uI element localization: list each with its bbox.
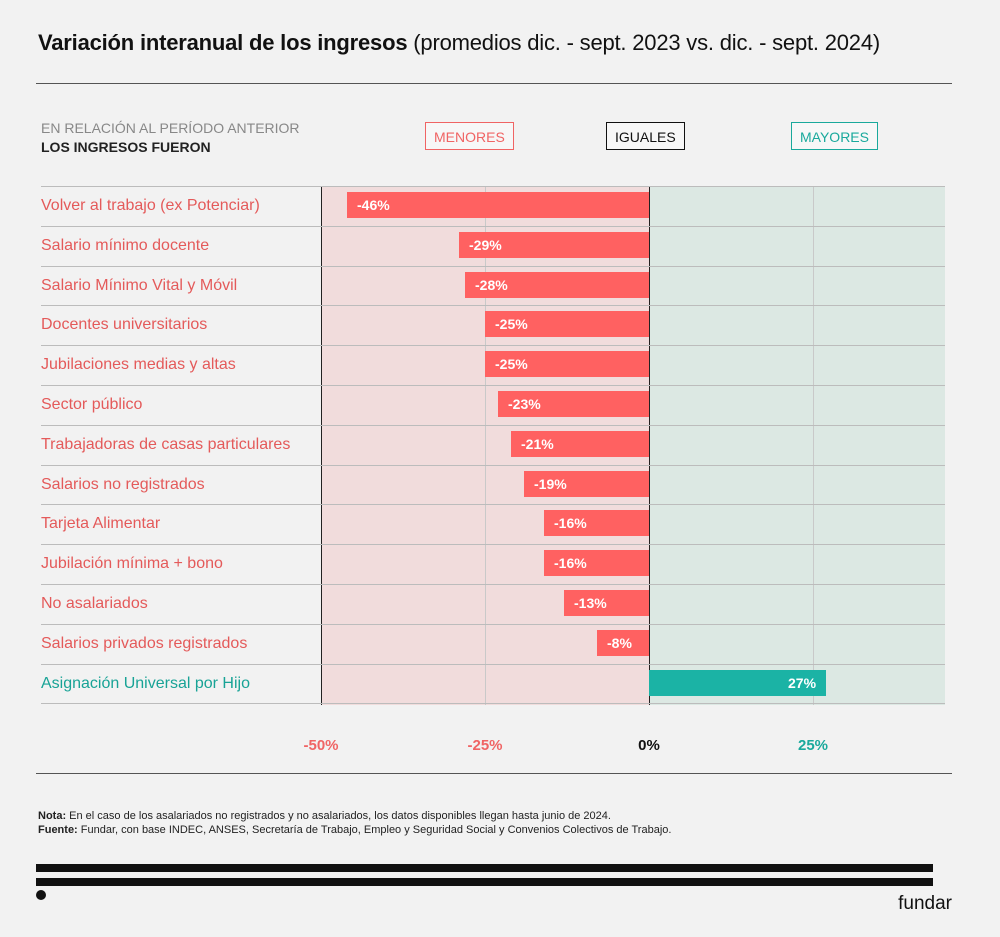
tick-label: -50%: [303, 737, 339, 754]
data-label: 27%: [788, 675, 817, 691]
row-divider: [41, 186, 945, 187]
note-fuente: Fuente: Fundar, con base INDEC, ANSES, S…: [38, 824, 671, 836]
gridline-neg50: [321, 186, 322, 705]
gridline-0: [649, 186, 650, 705]
note-nota-text: En el caso de los asalariados no registr…: [66, 810, 611, 822]
data-label: -29%: [469, 237, 502, 253]
legend-mayores: MAYORES: [791, 122, 878, 150]
bar: [544, 510, 649, 536]
bar: [347, 192, 649, 218]
row-divider: [41, 504, 945, 505]
data-label: -8%: [607, 635, 632, 651]
footer-bar-2: [36, 878, 933, 886]
bar: [459, 232, 649, 258]
row-divider: [41, 345, 945, 346]
bar: [485, 351, 649, 377]
note-nota-label: Nota:: [38, 810, 67, 822]
row-divider: [41, 544, 945, 545]
data-label: -19%: [534, 476, 567, 492]
legend-iguales: IGUALES: [606, 122, 685, 150]
bar: [597, 630, 649, 656]
data-label: -25%: [495, 316, 528, 332]
bar: [465, 272, 649, 298]
row-divider: [41, 664, 945, 665]
category-label: Salarios privados registrados: [41, 635, 248, 652]
row-divider: [41, 425, 945, 426]
row-divider: [41, 465, 945, 466]
bottom-divider: [36, 773, 952, 774]
data-label: -23%: [508, 396, 541, 412]
category-label: Salarios no registrados: [41, 476, 205, 493]
row-divider: [41, 226, 945, 227]
category-label: Volver al trabajo (ex Potenciar): [41, 197, 260, 214]
bar: [564, 590, 649, 616]
footer-dot: [36, 890, 46, 900]
bar: [498, 391, 649, 417]
chart-title: Variación interanual de los ingresos (pr…: [38, 30, 880, 56]
note-fuente-label: Fuente:: [38, 824, 78, 836]
gridline-25: [813, 186, 814, 705]
category-label: Sector público: [41, 396, 143, 413]
category-label: Docentes universitarios: [41, 316, 208, 333]
note-fuente-text: Fundar, con base INDEC, ANSES, Secretarí…: [77, 824, 672, 836]
brand-logo: fundar: [898, 893, 952, 914]
data-label: -13%: [574, 595, 607, 611]
category-label: Asignación Universal por Hijo: [41, 675, 250, 692]
bar: [511, 431, 649, 457]
data-label: -28%: [475, 277, 508, 293]
category-label: Salario mínimo docente: [41, 237, 210, 254]
category-label: Jubilaciones medias y altas: [41, 356, 236, 373]
gridline-neg25: [485, 186, 486, 705]
data-label: -46%: [357, 197, 390, 213]
bar: [485, 311, 649, 337]
data-label: -16%: [554, 515, 587, 531]
category-label: Salario Mínimo Vital y Móvil: [41, 277, 238, 294]
data-label: -21%: [521, 436, 554, 452]
category-label: Trabajadoras de casas particulares: [41, 436, 291, 453]
top-divider: [36, 83, 952, 84]
tick-label: -25%: [467, 737, 503, 754]
row-divider: [41, 624, 945, 625]
tick-label: 25%: [797, 737, 829, 754]
header-line-1: EN RELACIÓN AL PERÍODO ANTERIOR: [41, 120, 300, 136]
chart-title-regular: (promedios dic. - sept. 2023 vs. dic. - …: [413, 30, 880, 55]
category-label: No asalariados: [41, 595, 148, 612]
row-divider: [41, 385, 945, 386]
header-line-2: LOS INGRESOS FUERON: [41, 139, 211, 155]
row-divider: [41, 305, 945, 306]
footer-bar-1: [36, 864, 933, 872]
row-divider: [41, 703, 945, 704]
bar: [544, 550, 649, 576]
row-divider: [41, 266, 945, 267]
category-label: Jubilación mínima + bono: [41, 555, 223, 572]
legend-menores: MENORES: [425, 122, 514, 150]
note-nota: Nota: En el caso de los asalariados no r…: [38, 810, 611, 822]
chart-title-bold: Variación interanual de los ingresos: [38, 30, 408, 55]
tick-label: 0%: [638, 737, 660, 754]
data-label: -16%: [554, 555, 587, 571]
positive-zone: [649, 186, 945, 705]
category-label: Tarjeta Alimentar: [41, 515, 161, 532]
row-divider: [41, 584, 945, 585]
bar: [649, 670, 826, 696]
data-label: -25%: [495, 356, 528, 372]
bar: [524, 471, 649, 497]
